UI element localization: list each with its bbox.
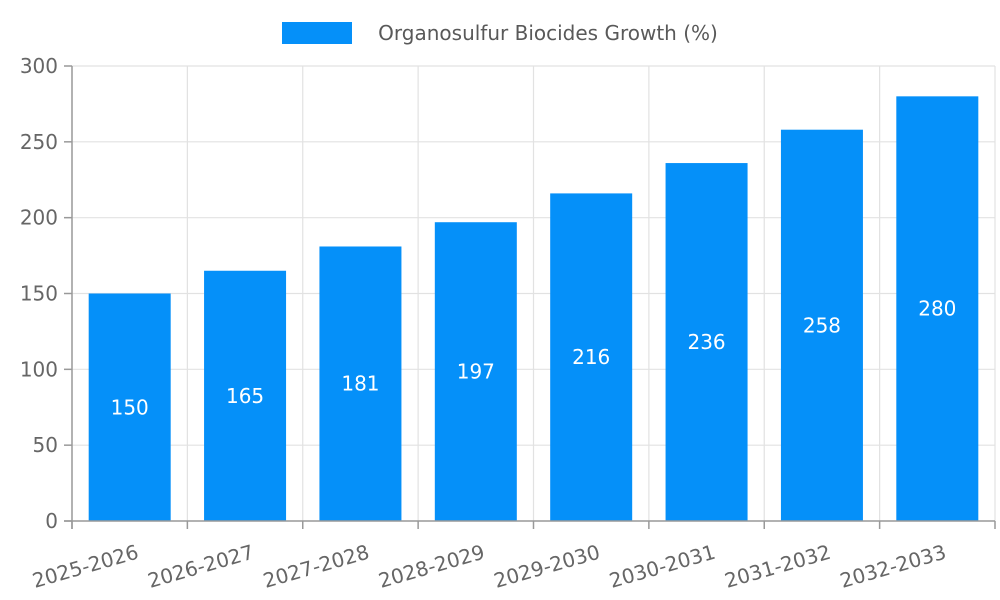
bar-value-label: 197: [457, 360, 495, 384]
bar: [550, 193, 633, 521]
bar-value-label: 236: [687, 330, 725, 354]
bar-value-label: 150: [111, 395, 149, 419]
x-tick-label: 2028-2029: [376, 540, 487, 593]
bar: [319, 246, 402, 521]
y-tick-label: 100: [20, 357, 58, 381]
bar-value-label: 258: [803, 313, 841, 337]
bar-value-label: 181: [341, 372, 379, 396]
y-tick-label: 0: [45, 509, 58, 533]
bar: [88, 293, 171, 521]
y-tick-label: 250: [20, 130, 58, 154]
bar: [434, 222, 517, 521]
bar-value-label: 165: [226, 384, 264, 408]
y-tick-label: 300: [20, 54, 58, 78]
bar-value-label: 280: [918, 297, 956, 321]
y-tick-label: 50: [33, 433, 58, 457]
x-tick-label: 2031-2032: [722, 540, 833, 593]
bar: [204, 270, 287, 521]
bar: [896, 96, 979, 521]
x-tick-label: 2032-2033: [837, 540, 948, 593]
x-tick-label: 2029-2030: [491, 540, 602, 593]
bar-value-label: 216: [572, 345, 610, 369]
bar: [665, 163, 748, 522]
x-tick-label: 2026-2027: [145, 540, 256, 593]
x-tick-label: 2025-2026: [30, 540, 141, 593]
y-tick-label: 150: [20, 282, 58, 306]
y-tick-label: 200: [20, 206, 58, 230]
x-tick-label: 2030-2031: [607, 540, 718, 593]
bar: [780, 129, 863, 521]
x-tick-label: 2027-2028: [260, 540, 371, 593]
